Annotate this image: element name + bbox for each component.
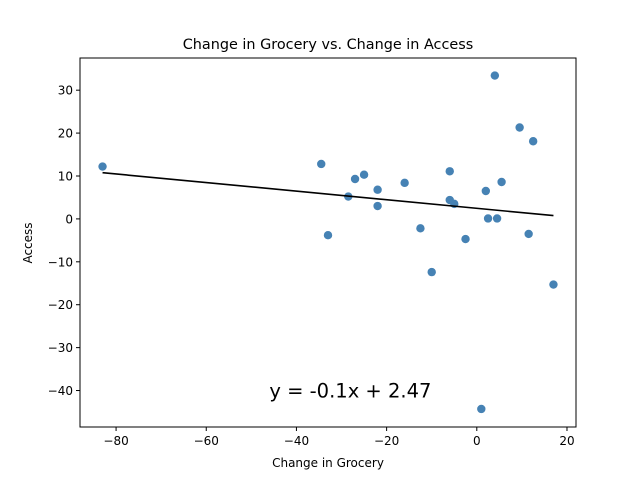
x-tick-label: −20 xyxy=(374,434,399,448)
y-tick-label: −10 xyxy=(48,255,73,269)
data-point xyxy=(528,137,538,146)
data-point xyxy=(427,267,436,277)
data-point xyxy=(524,229,533,239)
x-tick-label: 0 xyxy=(473,434,481,448)
data-point xyxy=(350,174,360,184)
regression-equation: y = -0.1x + 2.47 xyxy=(269,380,431,403)
data-point xyxy=(481,186,491,196)
x-tick-label: −40 xyxy=(284,434,309,448)
chart-title: Change in Grocery vs. Change in Access xyxy=(183,37,473,53)
plot-area: −80 −60 −40 −20 0 20 −40 −30 −20 −10 0 10 20 30 xyxy=(48,57,577,448)
data-point xyxy=(98,162,107,171)
data-point xyxy=(477,404,486,414)
data-point xyxy=(400,178,409,188)
data-point xyxy=(497,177,506,187)
y-tick-label: 20 xyxy=(58,127,73,141)
data-point xyxy=(461,234,470,244)
y-tick-label: 0 xyxy=(65,212,73,226)
data-point xyxy=(483,214,493,223)
regression-line xyxy=(102,171,554,217)
data-point xyxy=(445,167,454,176)
x-tick-label: −80 xyxy=(103,434,128,448)
axes-frame xyxy=(79,57,577,428)
x-tick-label: −60 xyxy=(194,434,219,448)
data-point xyxy=(549,280,558,289)
data-point xyxy=(317,159,326,169)
data-point xyxy=(492,214,502,223)
x-tick-label: 20 xyxy=(559,434,574,448)
y-tick-label: −30 xyxy=(48,341,73,355)
y-tick-label: −20 xyxy=(48,298,73,312)
data-point xyxy=(515,123,524,132)
data-point xyxy=(323,231,333,240)
data-point xyxy=(359,170,369,179)
x-axis-label: Change in Grocery xyxy=(272,456,384,470)
y-tick-label: 30 xyxy=(58,84,73,98)
y-axis-label: Access xyxy=(21,222,35,263)
data-point xyxy=(490,71,500,80)
y-tick-label: 10 xyxy=(58,169,73,183)
data-point xyxy=(373,185,382,194)
y-tick-label: −40 xyxy=(48,384,73,398)
data-point xyxy=(373,201,382,211)
data-point xyxy=(416,224,425,233)
